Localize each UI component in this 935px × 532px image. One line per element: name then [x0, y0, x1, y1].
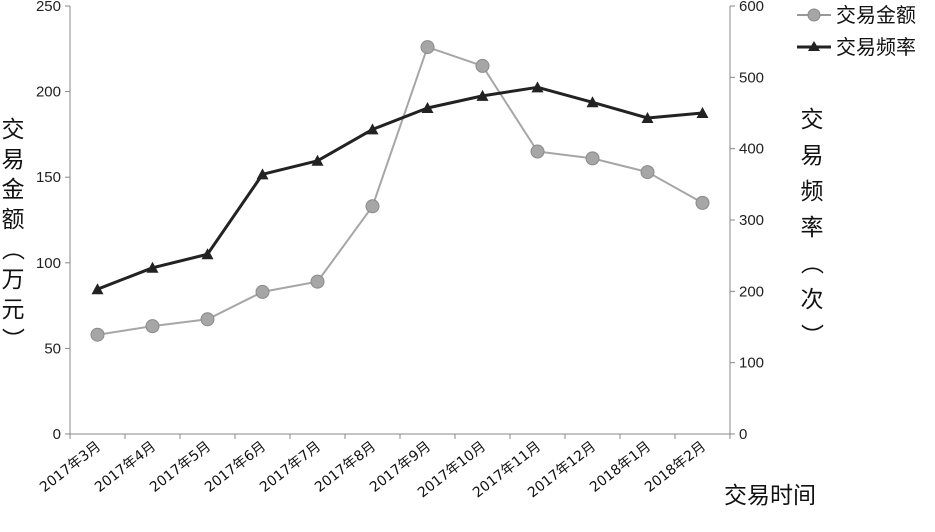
amount-point — [475, 58, 490, 73]
y-right-tick-label: 400 — [739, 141, 764, 158]
axis-title-char: 易 — [801, 143, 824, 169]
legend-marker-amount — [807, 8, 821, 22]
legend: 交易金额 交易频率 — [797, 3, 916, 59]
axis-title-char: 交 — [2, 117, 25, 143]
y-axis-left-title: 交易金额 （ 万元 ） — [0, 117, 25, 351]
axis-title-char: 频 — [801, 179, 824, 205]
frequency-point — [531, 81, 544, 93]
frequency-point — [366, 123, 379, 135]
amount-point — [145, 319, 160, 334]
axis-title-char: 次 — [801, 287, 824, 313]
axis-title-char: 率 — [801, 215, 824, 241]
y-left-tick-label: 250 — [36, 0, 61, 15]
axis-title-char: 元 — [2, 297, 25, 323]
legend-marker-frequency — [808, 41, 820, 51]
amount-point — [420, 40, 435, 55]
y-left-tick-label: 100 — [36, 255, 61, 272]
amount-point — [310, 274, 325, 289]
y-right-tick-label: 300 — [739, 212, 764, 229]
frequency-line — [96, 85, 703, 291]
y-left-tick-label: 150 — [36, 169, 61, 186]
frequency-point — [641, 111, 654, 123]
legend-label-amount: 交易金额 — [836, 3, 916, 27]
amount-point — [530, 144, 545, 159]
tick-labels: 05010015020025001002003004005006002017年3… — [36, 0, 764, 501]
axis-title-char: 金 — [2, 177, 25, 203]
amount-line — [97, 46, 703, 336]
series-frequency — [91, 81, 709, 295]
amount-point — [695, 195, 710, 210]
frequency-point — [201, 248, 214, 260]
y-right-tick-label: 100 — [739, 355, 764, 372]
frequency-point — [696, 107, 709, 118]
legend-label-frequency: 交易频率 — [836, 35, 916, 59]
amount-point — [365, 199, 380, 214]
amount-point — [200, 312, 215, 327]
y-axis-right-title: 交易频率 （ 次 ） — [798, 107, 824, 347]
amount-point — [585, 151, 600, 166]
x-category-label: 2018年2月 — [642, 439, 709, 496]
axis-title-char: 易 — [2, 147, 25, 173]
axis-title-char: ） — [798, 324, 824, 347]
axis-title-char: ） — [0, 328, 25, 351]
amount-point — [640, 165, 655, 180]
frequency-point — [311, 154, 324, 166]
frequency-point — [476, 89, 489, 101]
y-left-tick-label: 200 — [36, 84, 61, 101]
axis-title-char: （ — [798, 252, 824, 275]
frequency-point — [421, 102, 434, 114]
axis-title-char: 万 — [2, 267, 25, 293]
frequency-point — [586, 96, 599, 108]
amount-point — [90, 327, 105, 342]
axes — [65, 5, 735, 439]
amount-point — [255, 284, 270, 299]
x-axis-title: 交易时间 — [724, 483, 816, 509]
y-right-tick-label: 200 — [739, 283, 764, 300]
y-right-tick-label: 600 — [739, 0, 764, 15]
y-left-tick-label: 0 — [53, 426, 61, 443]
axis-title-char: 额 — [2, 207, 25, 233]
axis-title-char: 交 — [801, 107, 824, 133]
series-amount — [90, 40, 710, 342]
series-layer — [90, 40, 710, 342]
y-left-tick-label: 50 — [44, 340, 61, 357]
frequency-point — [91, 283, 104, 295]
axis-title-char: （ — [0, 238, 25, 261]
y-right-tick-label: 500 — [739, 69, 764, 86]
y-right-tick-label: 0 — [739, 426, 747, 443]
frequency-point — [256, 168, 269, 180]
frequency-point — [146, 261, 159, 273]
